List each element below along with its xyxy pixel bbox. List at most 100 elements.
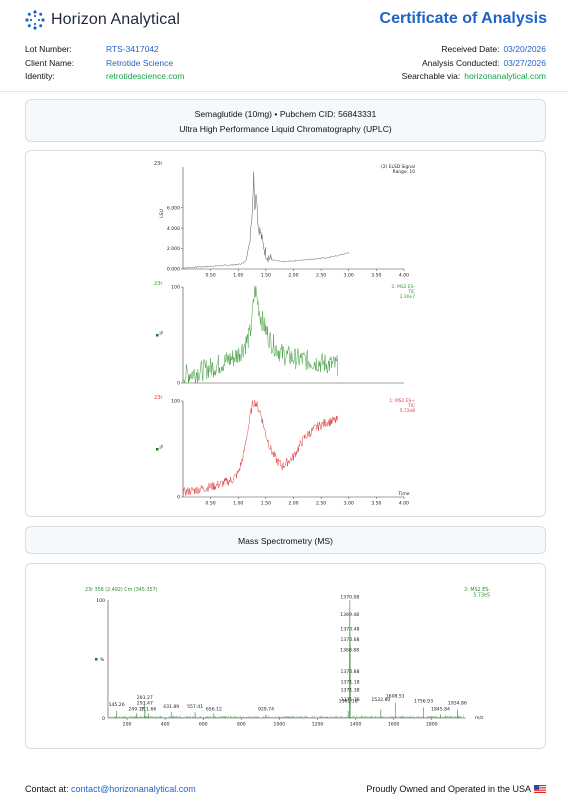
- x-tick-label: 600: [199, 722, 208, 728]
- client-name-value: Retrotide Science: [106, 57, 174, 68]
- peak-label: 1845.84: [431, 707, 450, 713]
- method-line: Ultra High Performance Liquid Chromatogr…: [179, 124, 392, 134]
- legend-entry: TIC: [407, 403, 415, 409]
- y-tick-label: 100: [171, 399, 180, 405]
- x-tick-label: 400: [161, 722, 170, 728]
- footer-ownership: Proudly Owned and Operated in the USA: [366, 784, 546, 794]
- x-tick-label: 0.50: [206, 273, 216, 279]
- meta-left: Lot Number: RTS-3417042 Client Name: Ret…: [25, 43, 184, 84]
- y-tick-label: 0: [102, 716, 105, 722]
- x-tick-label: 3.00: [344, 273, 354, 279]
- y-tick-label: 6.000: [167, 205, 180, 211]
- peak-label: 1371.18: [341, 679, 360, 685]
- legend-entry: 1: MS2 ES+: [389, 398, 415, 404]
- ownership-text: Proudly Owned and Operated in the USA: [366, 784, 531, 794]
- x-tick-label: 0.50: [206, 501, 216, 507]
- peak-label: 1370.08: [340, 595, 359, 601]
- meta-row-received: Received Date: 03/20/2026: [402, 43, 546, 57]
- panel-corner-label: 23r: [154, 161, 163, 167]
- y-tick-label: 100: [96, 598, 105, 604]
- x-tick-label: 4.00: [399, 273, 409, 279]
- contact-email-link[interactable]: contact@horizonanalytical.com: [71, 784, 196, 794]
- compound-line: Semaglutide (10mg) • Pubchem CID: 568433…: [194, 109, 377, 119]
- x-tick-label: 1800: [426, 722, 438, 728]
- x-tick-label: 2.50: [316, 501, 326, 507]
- brand-logo: Horizon Analytical: [24, 9, 180, 31]
- x-tick-label: 800: [237, 722, 246, 728]
- peak-label: 1532.80: [371, 697, 390, 703]
- uplc-chart-panel: 23r 0.000 2.000 4.000 6.000 LSU 0.50 1.00 1.50 2.…: [25, 150, 546, 517]
- peak-label: 293.47: [137, 701, 153, 707]
- y-tick-label: 4.000: [167, 226, 180, 232]
- footer-contact: Contact at: contact@horizonanalytical.co…: [25, 784, 196, 794]
- meta-row-identity: Identity: retrotidescience.com: [25, 70, 184, 84]
- legend-entry: TIC: [407, 289, 415, 295]
- legend-entry: (2) ELSD Signal: [381, 164, 415, 170]
- meta-row-analysis: Analysis Conducted: 03/27/2026: [402, 57, 546, 71]
- us-flag-icon: [534, 785, 546, 793]
- x-tick-label: 3.50: [371, 273, 381, 279]
- ms-chart-panel: 23r 356 (2.492) Cm (345:357) 2: MS2 ES- 5.…: [25, 563, 546, 749]
- legend-entry: 5.73e5: [473, 593, 490, 599]
- peak-label: 1934.86: [448, 701, 467, 707]
- peak-label: 1368.88: [340, 648, 359, 654]
- meta-row-searchable: Searchable via: horizonanalytical.com: [402, 70, 546, 84]
- received-date-value: 03/20/2026: [503, 44, 546, 54]
- x-tick-label: 1.50: [261, 273, 271, 279]
- panel-corner-label: 23r: [154, 281, 163, 287]
- meta-label: Searchable via:: [401, 71, 461, 81]
- panel-marker: [156, 334, 159, 337]
- x-tick-label: 1000: [274, 722, 286, 728]
- peak-label: 1371.38: [341, 688, 360, 694]
- y-tick-label: 0: [177, 381, 180, 387]
- chromatogram-trace: [182, 171, 349, 269]
- contact-label: Contact at:: [25, 784, 69, 794]
- x-tick-label: 200: [123, 722, 132, 728]
- meta-label: Identity:: [25, 71, 55, 81]
- peak-label: 929.74: [258, 707, 274, 713]
- legend-entry: 5.72e8: [400, 408, 415, 414]
- peak-label: 1370.68: [340, 637, 359, 643]
- meta-right: Received Date: 03/20/2026 Analysis Condu…: [402, 43, 546, 84]
- meta-row-client: Client Name: Retrotide Science: [25, 57, 184, 71]
- meta-label: Client Name:: [25, 57, 75, 68]
- analysis-date-value: 03/27/2026: [503, 57, 546, 68]
- x-tick-label: 1.00: [233, 273, 243, 279]
- x-tick-label: 4.00: [399, 501, 409, 507]
- searchable-link[interactable]: horizonanalytical.com: [464, 71, 546, 81]
- header-divider: [0, 91, 568, 92]
- uplc-section-header: Semaglutide (10mg) • Pubchem CID: 568433…: [25, 99, 546, 142]
- peak-label: 1756.93: [414, 698, 433, 704]
- ms-section-header: Mass Spectrometry (MS): [25, 526, 546, 554]
- x-tick-label: 3.50: [371, 501, 381, 507]
- chromatogram-trace: [182, 399, 338, 496]
- starburst-logo-icon: [25, 10, 45, 30]
- meta-label: Lot Number:: [25, 44, 72, 54]
- lot-number-value: RTS-3417042: [106, 44, 159, 54]
- x-tick-label: 3.00: [344, 501, 354, 507]
- identity-link[interactable]: retrotidescience.com: [106, 71, 185, 81]
- peak-label: 311.66: [140, 707, 156, 713]
- x-axis-label: m/z: [475, 715, 484, 721]
- x-tick-label: 1400: [350, 722, 362, 728]
- panel-marker: [95, 658, 98, 661]
- peak-label: 1361.18: [339, 698, 358, 704]
- peak-label: 293.27: [137, 695, 153, 701]
- peak-label: 1370.88: [341, 669, 360, 675]
- y-axis-label: %: [100, 657, 105, 663]
- y-tick-label: 2.000: [167, 246, 180, 252]
- peak-label: 1370.48: [340, 626, 359, 632]
- peak-label: 249.17: [128, 707, 144, 713]
- x-tick-label: 1600: [388, 722, 400, 728]
- peak-label: 145.26: [109, 702, 125, 708]
- panel-corner-label: 23r: [154, 395, 163, 401]
- peak-label: 1608.51: [386, 694, 405, 700]
- chromatogram-trace: [182, 285, 338, 384]
- panel-marker: [156, 448, 159, 451]
- x-tick-label: 1.50: [261, 501, 271, 507]
- peak-label: 1371.78: [341, 697, 360, 703]
- ms-title: Mass Spectrometry (MS): [237, 536, 334, 546]
- peak-label: 1369.48: [340, 612, 359, 618]
- y-axis-label: %: [159, 444, 165, 449]
